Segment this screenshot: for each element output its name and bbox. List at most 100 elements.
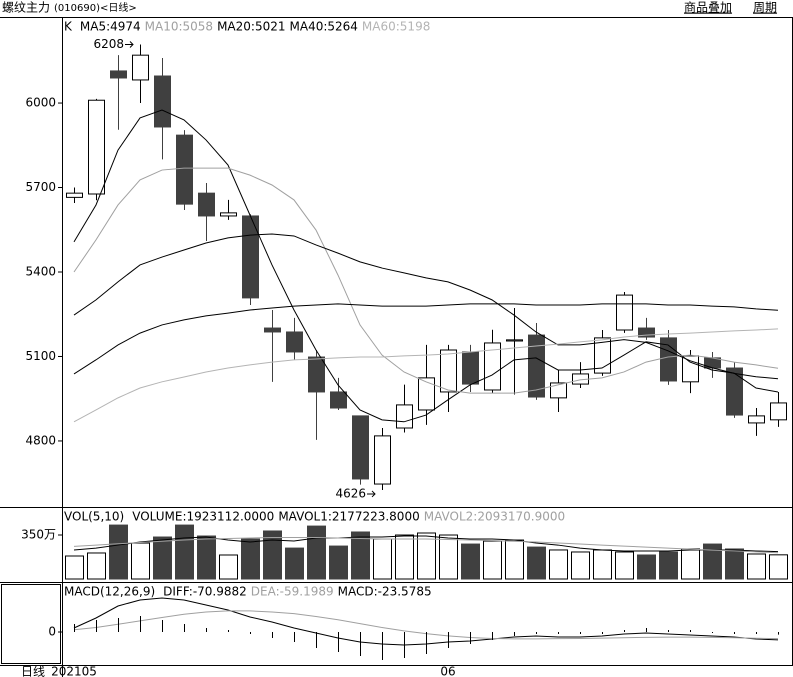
extreme-label: 6208 [93,37,124,51]
candle-body [440,349,457,393]
candle-body [418,377,435,411]
period-button[interactable]: 周期 [753,1,777,15]
volume-bar [725,548,744,580]
candle-body [594,337,611,374]
volume-bar [527,546,546,580]
volume-bar [461,543,480,580]
legend-entry: MAVOL1:2177223.8000 [278,510,419,524]
corner-box [1,584,61,664]
candle-body [506,339,523,342]
volume-bar [483,540,502,580]
volume-bar [153,536,172,580]
series-line [73,167,779,394]
candle-body [66,192,83,198]
candle-body [550,382,567,399]
y-tick-label: 4800 [25,433,56,447]
legend-entry: MA60:5198 [362,20,430,34]
legend-entry: VOLUME:1923112.0000 [132,510,274,524]
candle-body [374,435,391,485]
volume-bar [87,552,106,580]
candle-body [462,351,479,385]
legend-entry: MA5:4974 [80,20,141,34]
overlay-button[interactable]: 商品叠加 [684,0,732,15]
volume-bar [659,551,678,580]
candle-body [770,402,787,421]
volume-bar [307,525,326,580]
volume-bar [769,554,788,580]
series-line [73,328,779,423]
candle-body [330,391,347,409]
extreme-arrow [125,41,134,48]
volume-bar [593,549,612,580]
legend-entry: MA40:5264 [290,20,358,34]
volume-bar [439,534,458,580]
instrument-code: (010690)<日线> [54,1,137,14]
legend-entry: MA20:5021 [217,20,285,34]
candle-body [308,356,325,393]
candle-body [176,134,193,205]
series-line [73,233,779,380]
volume-bar [219,554,238,580]
candle-body [110,70,127,79]
panel-title: K [64,20,73,34]
volume-bar [131,542,150,580]
series-line [73,535,779,553]
volume-bar [637,554,656,580]
y-tick-label: 6000 [25,96,56,110]
series-line [73,303,779,375]
volume-bar [703,543,722,580]
volume-bar [175,524,194,580]
legend-entry: DIFF:-70.9882 [163,585,247,599]
legend-entry: MAVOL2:2093170.9000 [424,510,565,524]
y-tick-label: 5100 [25,349,56,363]
volume-bar [351,531,370,580]
candle-body [198,192,215,217]
panel-title: MACD(12,26,9) [64,585,155,599]
candle-body [616,294,633,331]
extreme-label: 4626 [335,486,366,500]
candle-body [352,415,369,480]
volume-bar [747,553,766,580]
series-line [73,537,779,554]
volume-bar [549,549,568,580]
candle-body [528,334,545,398]
candle-body [682,355,699,383]
volume-bar [285,547,304,580]
candle-body [264,327,281,333]
candle-body [132,54,149,81]
volume-bar [417,532,436,580]
volume-bar [505,539,524,580]
extreme-arrow [367,490,376,498]
y-tick-label: 5700 [25,180,56,194]
y-tick-label: 350万 [21,528,56,542]
x-tick-label: 202105 [51,665,97,677]
panel-title: VOL(5,10) [64,510,124,524]
legend-entry: MA10:5058 [145,20,213,34]
volume-bar [263,530,282,580]
volume-bar [395,534,414,580]
y-tick-label: 0 [48,625,56,639]
candle-body [726,367,743,416]
volume-bar [197,535,216,580]
candle-body [154,75,171,128]
x-tick-label: 06 [440,665,455,677]
volume-bar [373,538,392,580]
volume-bar [65,555,84,580]
volume-bar [329,545,348,580]
series-line [73,109,779,423]
candle-body [638,327,655,338]
candle-body [396,404,413,429]
volume-bar [241,538,260,580]
candle-body [88,99,105,195]
legend-entry: DEA:-59.1989 [251,585,334,599]
volume-bar [615,551,634,580]
instrument-name: 螺纹主力 [2,1,50,15]
volume-bar [109,524,128,580]
y-tick-label: 5400 [25,264,56,278]
period-label: 日线 [21,665,45,677]
legend-entry: MACD:-23.5785 [338,585,432,599]
candle-body [748,415,765,424]
candle-body [484,342,501,391]
